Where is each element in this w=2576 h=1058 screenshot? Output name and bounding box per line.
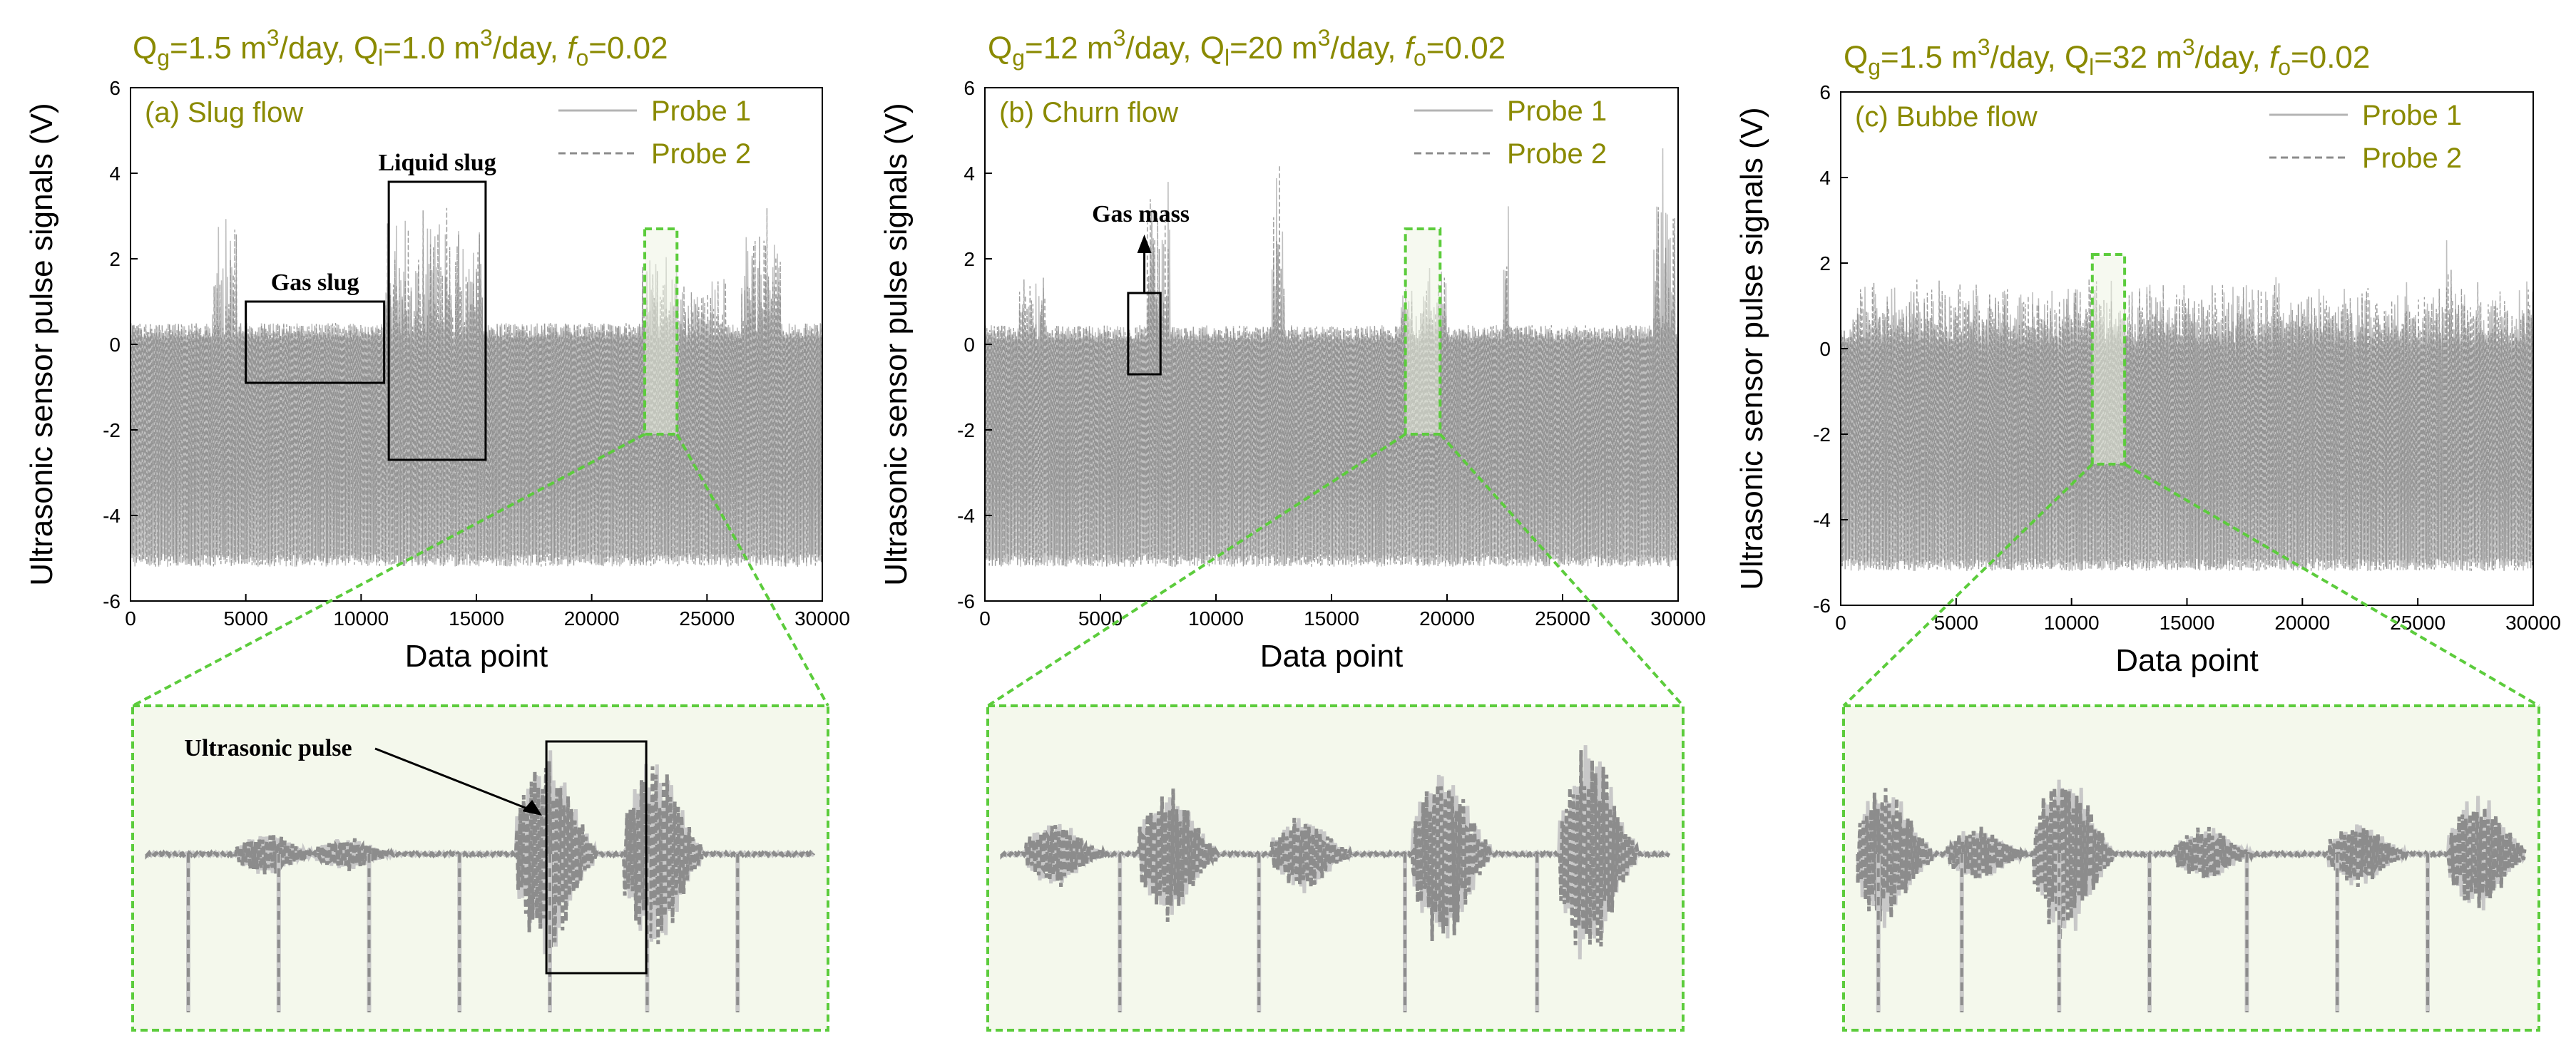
- y-tick-label: -2: [103, 419, 121, 441]
- zoom-connector-left: [986, 433, 1406, 707]
- inset-annotation-box: [545, 740, 648, 975]
- x-tick-label: 0: [1835, 612, 1846, 634]
- inset-annotation-arrowhead: [522, 800, 543, 816]
- x-axis-label: Data point: [405, 639, 548, 674]
- y-tick-label: -4: [103, 505, 121, 527]
- zoom-connector-left: [1842, 463, 2094, 707]
- y-tick-label: 2: [109, 248, 121, 270]
- panel-label: (a) Slug flow: [145, 97, 303, 128]
- annotation-label: Gas slug: [271, 269, 359, 296]
- inset-annotation-arrow: [374, 747, 538, 814]
- series-line-probe-2: [131, 207, 822, 567]
- x-tick-label: 15000: [2160, 612, 2215, 634]
- annotation-box: [245, 300, 386, 384]
- x-tick-label: 15000: [1304, 607, 1359, 630]
- y-axis-label: Ultrasonic sensor pulse signals (V): [879, 103, 914, 585]
- y-tick-label: 4: [109, 163, 121, 185]
- zoom-connector-right: [1438, 433, 1685, 707]
- panel-label: (c) Bubbe flow: [1855, 101, 2038, 133]
- x-tick-label: 15000: [449, 607, 504, 630]
- zoom-connector-left: [132, 433, 645, 707]
- annotation-arrowhead: [1137, 235, 1152, 253]
- y-axis-label: Ultrasonic sensor pulse signals (V): [1734, 107, 1769, 590]
- legend-label-probe-1: Probe 1: [2362, 100, 2462, 131]
- x-tick-label: 5000: [1078, 607, 1123, 630]
- series-line-probe-2: [985, 165, 1678, 567]
- x-tick-label: 30000: [1650, 607, 1706, 630]
- series-line-probe-2: [1841, 269, 2533, 571]
- inset-annotation-label: Ultrasonic pulse: [184, 735, 352, 761]
- x-tick-label: 10000: [1188, 607, 1244, 630]
- annotation-label: Liquid slug: [378, 150, 496, 176]
- x-tick-label: 10000: [333, 607, 389, 630]
- signal-traces: [985, 148, 1678, 567]
- x-tick-label: 5000: [1934, 612, 1978, 634]
- x-tick-label: 25000: [1535, 607, 1590, 630]
- x-tick-label: 25000: [2390, 612, 2445, 634]
- y-tick-label: -2: [1813, 423, 1831, 446]
- y-tick-label: 0: [1819, 338, 1831, 360]
- inset-trace-probe-2: [1000, 750, 1671, 947]
- y-tick-label: -6: [103, 590, 121, 612]
- zoom-inset: [1842, 704, 2540, 1032]
- y-tick-label: -6: [1813, 595, 1831, 617]
- annotation-box: [387, 180, 487, 461]
- zoom-inset: [986, 704, 1685, 1032]
- x-axis-label: Data point: [2115, 643, 2259, 678]
- x-tick-label: 30000: [794, 607, 850, 630]
- x-tick-label: 0: [979, 607, 991, 630]
- legend-label-probe-1: Probe 1: [1507, 96, 1607, 127]
- legend-label-probe-2: Probe 2: [651, 138, 751, 170]
- y-tick-label: -6: [957, 590, 975, 612]
- x-tick-label: 20000: [2274, 612, 2330, 634]
- x-tick-label: 25000: [679, 607, 735, 630]
- panel-title: Qg=1.5 m3/day, Ql=1.0 m3/day, fo=0.02: [133, 25, 668, 71]
- x-tick-label: 20000: [564, 607, 620, 630]
- inset-trace-probe-2: [145, 761, 816, 947]
- y-tick-label: 0: [109, 334, 121, 356]
- signal-traces: [131, 207, 822, 567]
- x-tick-label: 5000: [224, 607, 268, 630]
- panel-slug-flow: Qg=1.5 m3/day, Ql=1.0 m3/day, fo=0.02 0 5…: [24, 25, 850, 1032]
- y-tick-label: 6: [1819, 81, 1831, 103]
- y-tick-label: -4: [1813, 509, 1831, 531]
- y-tick-label: 2: [1819, 252, 1831, 274]
- panel-churn-flow: Qg=12 m3/day, Ql=20 m3/day, fo=0.02 0 500…: [879, 25, 1706, 1032]
- zoom-connector-right: [2124, 463, 2540, 707]
- zoom-inset: Ultrasonic pulse: [131, 704, 829, 1032]
- y-tick-label: 4: [964, 163, 975, 185]
- y-tick-label: 6: [109, 77, 121, 99]
- x-tick-label: 0: [125, 607, 136, 630]
- panel-title: Qg=1.5 m3/day, Ql=32 m3/day, fo=0.02: [1844, 34, 2370, 80]
- signal-traces: [1841, 240, 2533, 571]
- zoom-connector-right: [675, 433, 829, 707]
- inset-trace-probe-2: [1856, 787, 2527, 940]
- x-axis-label: Data point: [1260, 639, 1404, 674]
- zoom-region: [643, 227, 679, 436]
- x-tick-label: 30000: [2505, 612, 2561, 634]
- legend-label-probe-1: Probe 1: [651, 96, 751, 127]
- zoom-region: [1404, 227, 1442, 436]
- y-tick-label: 0: [964, 334, 975, 356]
- y-axis-label: Ultrasonic sensor pulse signals (V): [24, 103, 59, 585]
- y-tick-label: 4: [1819, 167, 1831, 189]
- panel-title: Qg=12 m3/day, Ql=20 m3/day, fo=0.02: [988, 25, 1506, 71]
- panel-label: (b) Churn flow: [999, 97, 1178, 128]
- y-tick-label: -4: [957, 505, 975, 527]
- x-tick-label: 20000: [1419, 607, 1475, 630]
- panel-bubble-flow: Qg=1.5 m3/day, Ql=32 m3/day, fo=0.02 0 50…: [1734, 34, 2561, 1032]
- annotation-label: Gas mass: [1092, 201, 1190, 227]
- x-tick-label: 10000: [2044, 612, 2100, 634]
- legend-label-probe-2: Probe 2: [2362, 143, 2462, 174]
- y-tick-label: 2: [964, 248, 975, 270]
- zoom-region: [2090, 253, 2127, 466]
- y-tick-label: 6: [964, 77, 975, 99]
- legend-label-probe-2: Probe 2: [1507, 138, 1607, 170]
- y-tick-label: -2: [957, 419, 975, 441]
